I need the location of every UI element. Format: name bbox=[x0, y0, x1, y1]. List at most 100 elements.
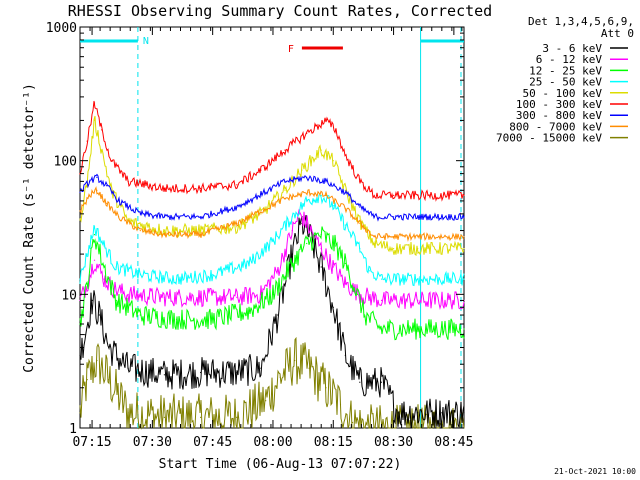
series-point-5 bbox=[93, 102, 96, 104]
series-point-8 bbox=[308, 367, 310, 369]
series-point-3 bbox=[368, 270, 370, 272]
series-point-5 bbox=[344, 154, 346, 156]
axes: 1 10 100 1000 07:15 07:30 07:45 08:00 08:15 08:30… bbox=[46, 21, 474, 450]
series-point-0 bbox=[79, 354, 81, 356]
series-point-3 bbox=[115, 266, 117, 268]
series-point-1 bbox=[200, 296, 202, 298]
series-point-7 bbox=[118, 216, 120, 218]
y-axis-label: Corrected Count Rate (s⁻¹ detector⁻¹) bbox=[22, 83, 37, 373]
series-point-0 bbox=[91, 299, 93, 301]
series-point-2 bbox=[115, 299, 117, 301]
series-point-2 bbox=[175, 318, 178, 320]
legend-label-0: 3 - 6 keV bbox=[542, 42, 602, 55]
series-point-5 bbox=[359, 180, 361, 182]
series-point-6 bbox=[325, 180, 327, 182]
series-point-1 bbox=[163, 296, 165, 298]
series-point-6 bbox=[344, 191, 346, 193]
series-line-2 bbox=[79, 226, 465, 341]
series-point-6 bbox=[163, 216, 165, 218]
x-tick-label: 08:45 bbox=[434, 435, 473, 450]
series-point-7 bbox=[79, 210, 81, 212]
series-line-1 bbox=[79, 208, 465, 310]
legend-label-2: 12 - 25 keV bbox=[529, 64, 602, 77]
series-point-5 bbox=[284, 149, 286, 151]
series-point-5 bbox=[373, 194, 375, 196]
legend-label-5: 100 - 300 keV bbox=[516, 98, 602, 111]
series-point-4 bbox=[284, 189, 286, 191]
series-point-3 bbox=[417, 278, 419, 280]
series-point-4 bbox=[260, 213, 262, 215]
series-point-2 bbox=[320, 234, 322, 236]
series-point-2 bbox=[306, 242, 308, 245]
series-point-0 bbox=[320, 266, 322, 268]
series-line-8 bbox=[79, 336, 465, 430]
series-point-5 bbox=[200, 187, 202, 189]
series-point-1 bbox=[103, 278, 105, 280]
series-point-6 bbox=[105, 185, 108, 187]
series-point-7 bbox=[393, 236, 395, 238]
series-point-2 bbox=[364, 314, 366, 316]
legend-label-8: 7000 - 15000 keV bbox=[496, 132, 602, 145]
series-point-3 bbox=[79, 278, 81, 280]
series-point-8 bbox=[200, 416, 202, 418]
series-point-2 bbox=[356, 293, 358, 295]
series-point-3 bbox=[332, 205, 334, 207]
series-point-4 bbox=[393, 248, 395, 250]
x-tick-label: 08:00 bbox=[253, 435, 292, 450]
series-point-0 bbox=[344, 354, 346, 356]
series-point-3 bbox=[212, 274, 214, 276]
series-point-1 bbox=[291, 230, 293, 232]
series-point-2 bbox=[93, 234, 96, 236]
series-point-3 bbox=[344, 224, 346, 226]
series-point-5 bbox=[335, 129, 337, 131]
series-point-2 bbox=[344, 262, 346, 265]
series-point-5 bbox=[325, 119, 327, 121]
series-point-8 bbox=[127, 412, 129, 414]
series-point-7 bbox=[236, 222, 238, 224]
series-line-6 bbox=[79, 173, 465, 222]
legend-label-1: 6 - 12 keV bbox=[536, 53, 603, 66]
series-point-7 bbox=[417, 236, 419, 238]
series-point-5 bbox=[463, 194, 465, 196]
series-point-0 bbox=[260, 367, 262, 369]
series-point-8 bbox=[236, 416, 238, 418]
series-point-1 bbox=[344, 283, 346, 285]
series-point-0 bbox=[163, 374, 165, 376]
series-point-7 bbox=[163, 234, 165, 236]
legend-label-4: 50 - 100 keV bbox=[523, 87, 603, 100]
series-point-6 bbox=[118, 200, 120, 202]
x-tick-label: 07:15 bbox=[72, 435, 111, 450]
plot-frame bbox=[79, 26, 465, 429]
series-point-8 bbox=[368, 427, 370, 429]
series-point-1 bbox=[277, 270, 279, 272]
series-point-8 bbox=[417, 427, 419, 429]
series-point-2 bbox=[417, 328, 419, 330]
series-point-4 bbox=[236, 226, 238, 228]
series-point-1 bbox=[236, 296, 238, 298]
x-tick-label: 08:15 bbox=[314, 435, 353, 450]
legend-header-line2: Att 0 bbox=[601, 27, 634, 40]
series-point-0 bbox=[441, 412, 443, 414]
series-point-6 bbox=[79, 191, 81, 193]
series-point-6 bbox=[236, 206, 238, 208]
series-point-7 bbox=[200, 234, 202, 236]
series-point-4 bbox=[79, 219, 81, 221]
series-point-5 bbox=[417, 194, 419, 196]
series-point-4 bbox=[163, 230, 165, 232]
series-point-6 bbox=[306, 176, 308, 178]
series-point-7 bbox=[284, 198, 286, 200]
series-layer bbox=[79, 100, 465, 430]
series-point-3 bbox=[272, 240, 274, 242]
series-point-6 bbox=[463, 216, 465, 218]
generation-timestamp: 21-Oct-2021 10:00 bbox=[554, 467, 636, 476]
series-point-3 bbox=[103, 245, 105, 247]
series-point-3 bbox=[306, 200, 308, 202]
series-point-7 bbox=[373, 236, 375, 238]
series-line-7 bbox=[79, 186, 465, 242]
series-point-5 bbox=[306, 132, 308, 134]
series-point-0 bbox=[380, 381, 383, 383]
series-point-4 bbox=[417, 248, 419, 250]
series-point-1 bbox=[417, 299, 419, 301]
